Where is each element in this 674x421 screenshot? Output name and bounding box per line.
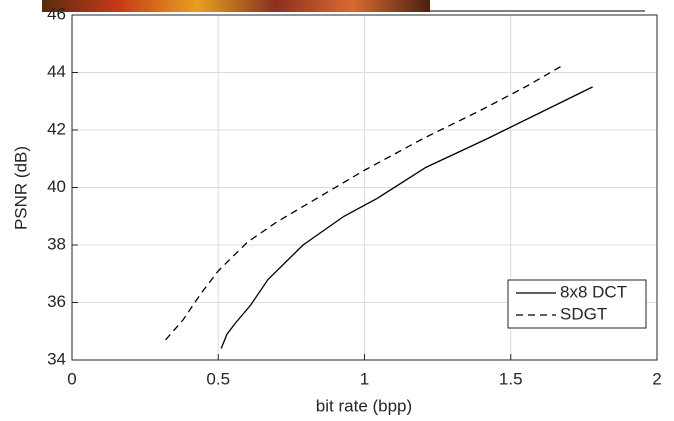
x-tick-label: 2 [652,369,661,388]
series-line [165,66,561,341]
x-axis-label: bit rate (bpp) [316,396,412,415]
image-strip [42,0,430,12]
y-tick-label: 44 [47,62,66,81]
plot-frame [71,14,658,361]
y-tick-label: 42 [47,119,66,138]
legend-label: SDGT [560,304,607,323]
x-tick-label: 1 [360,369,369,388]
y-tick-label: 46 [47,4,66,23]
y-axis-label: PSNR (dB) [11,146,30,230]
series-line [220,86,593,349]
legend-label: 8x8 DCT [560,282,627,301]
y-tick-label: 36 [47,292,66,311]
y-tick-label: 40 [47,177,66,196]
y-tick-label: 34 [47,349,66,368]
y-tick-label: 38 [47,234,66,253]
x-tick-label: 1.5 [499,369,523,388]
x-tick-label: 0.5 [206,369,230,388]
x-tick-label: 0 [67,369,76,388]
legend-box [507,279,647,329]
